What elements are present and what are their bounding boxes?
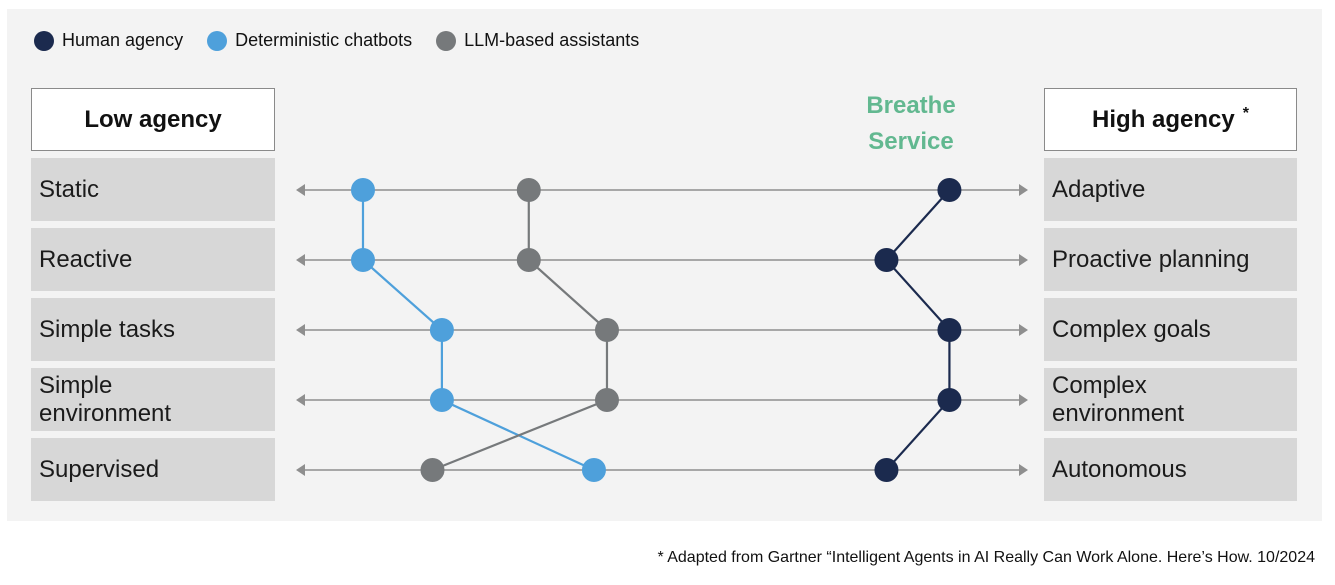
low-agency-label: Low agency	[84, 105, 222, 133]
legend-item-llm-assistants: LLM-based assistants	[436, 30, 639, 51]
axis-arrow-right	[1019, 184, 1028, 196]
high-dimension-label: Complex environment	[1052, 371, 1185, 427]
brand-line-2: Service	[868, 128, 954, 155]
low-dimension-label: Simple tasks	[39, 315, 176, 343]
legend-dot-human-agency	[34, 30, 54, 51]
node-llm-based-assistants	[594, 388, 619, 412]
axis-arrow-right	[1019, 464, 1028, 476]
high-dimension-proactive-planning: Proactive planning	[1044, 228, 1297, 291]
legend-label-deterministic-chatbots: Deterministic chatbots	[235, 30, 413, 50]
node-deterministic-chatbots	[429, 388, 454, 412]
axis-arrow-left	[296, 184, 305, 196]
low-dimension-label: Static	[39, 175, 100, 203]
brand-label: Breathe Service	[826, 88, 996, 160]
node-deterministic-chatbots	[350, 248, 375, 272]
node-human-agency	[937, 318, 962, 342]
low-dimension-label: Reactive	[39, 245, 133, 273]
low-dimension-label: Supervised	[39, 455, 160, 483]
node-human-agency	[874, 248, 899, 272]
high-dimension-adaptive: Adaptive	[1044, 158, 1297, 221]
high-dimension-label: Adaptive	[1052, 175, 1146, 203]
node-human-agency	[937, 388, 962, 412]
node-llm-based-assistants	[516, 248, 541, 272]
high-agency-header: High agency *	[1044, 88, 1297, 151]
axis-arrow-left	[296, 394, 305, 406]
low-dimension-supervised: Supervised	[31, 438, 275, 501]
low-dimension-simple-environment: Simple environment	[31, 368, 275, 431]
legend-dot-deterministic-chatbots	[207, 30, 228, 51]
low-dimension-static: Static	[31, 158, 275, 221]
low-dimension-label: Simple environment	[39, 371, 172, 427]
high-agency-footnote-marker: *	[1242, 104, 1249, 122]
axis-arrow-left	[296, 464, 305, 476]
legend-item-deterministic-chatbots: Deterministic chatbots	[207, 30, 412, 51]
axis-arrow-left	[296, 254, 305, 266]
low-agency-header: Low agency	[31, 88, 275, 151]
low-dimension-simple-tasks: Simple tasks	[31, 298, 275, 361]
brand-line-1: Breathe	[866, 92, 956, 119]
axis-arrow-left	[296, 324, 305, 336]
legend-label-human-agency: Human agency	[62, 30, 184, 50]
high-dimension-label: Complex goals	[1052, 315, 1211, 343]
axis-arrow-right	[1019, 394, 1028, 406]
legend-dot-llm-assistants	[436, 30, 457, 51]
high-dimension-label: Autonomous	[1052, 455, 1187, 483]
legend: Human agency Deterministic chatbots LLM-…	[34, 30, 663, 51]
axis-arrow-right	[1019, 324, 1028, 336]
high-agency-label: High agency	[1092, 105, 1235, 133]
node-deterministic-chatbots	[350, 178, 375, 202]
node-human-agency	[937, 178, 962, 202]
node-llm-based-assistants	[420, 458, 445, 482]
high-dimension-complex-goals: Complex goals	[1044, 298, 1297, 361]
high-dimension-autonomous: Autonomous	[1044, 438, 1297, 501]
footnote: * Adapted from Gartner “Intelligent Agen…	[657, 549, 1315, 566]
node-deterministic-chatbots	[429, 318, 454, 342]
high-dimension-label: Proactive planning	[1052, 245, 1250, 273]
node-llm-based-assistants	[516, 178, 541, 202]
axis-arrow-right	[1019, 254, 1028, 266]
legend-label-llm-assistants: LLM-based assistants	[464, 30, 640, 50]
legend-item-human-agency: Human agency	[34, 30, 183, 51]
node-deterministic-chatbots	[581, 458, 606, 482]
low-dimension-reactive: Reactive	[31, 228, 275, 291]
node-llm-based-assistants	[594, 318, 619, 342]
high-dimension-complex-environment: Complex environment	[1044, 368, 1297, 431]
node-human-agency	[874, 458, 899, 482]
